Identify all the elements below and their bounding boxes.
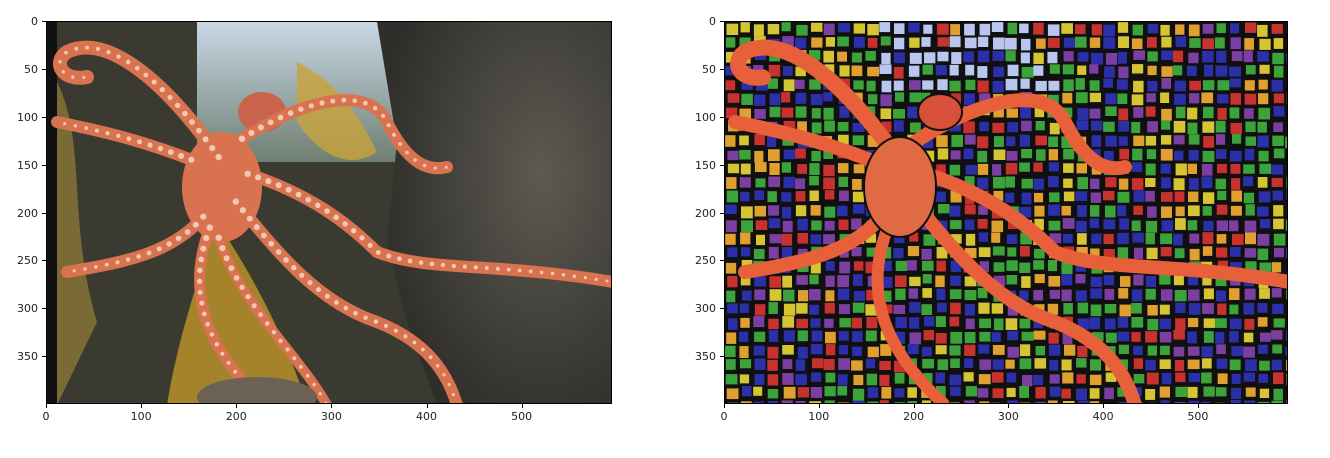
x-tick-mark xyxy=(236,404,238,408)
x-tick-mark xyxy=(724,404,725,408)
x-tick-mark xyxy=(521,404,523,408)
x-tick-mark xyxy=(818,404,820,408)
y-tick-label: 50 xyxy=(24,62,38,76)
x-tick-label: 400 xyxy=(416,410,437,423)
y-tick-label: 100 xyxy=(17,110,38,124)
x-tick-label: 100 xyxy=(130,410,152,423)
x-tick-mark xyxy=(1197,404,1199,408)
x-tick-mark xyxy=(46,404,47,408)
y-tick-mark xyxy=(42,356,46,358)
y-tick-mark xyxy=(42,212,46,214)
y-tick-label: 350 xyxy=(17,350,38,364)
x-tick-mark xyxy=(141,404,143,408)
y-tick-label: 150 xyxy=(17,158,38,172)
y-tick-label: 0 xyxy=(709,15,716,28)
x-tick-label: 0 xyxy=(720,410,728,423)
x-tick-label: 100 xyxy=(808,410,830,423)
y-tick-mark xyxy=(720,356,724,358)
x-tick-label: 0 xyxy=(42,410,50,423)
y-tick-mark xyxy=(42,260,46,262)
x-tick-label: 500 xyxy=(1187,410,1209,423)
y-tick-label: 300 xyxy=(17,302,38,316)
y-tick-label: 300 xyxy=(695,302,716,316)
x-tick-label: 500 xyxy=(511,410,533,423)
stylized-mosaic-axes xyxy=(724,21,1288,404)
x-tick-mark xyxy=(1103,404,1105,408)
y-tick-label: 100 xyxy=(695,110,716,124)
octopus-photo-icon xyxy=(47,22,611,403)
x-tick-mark xyxy=(913,404,915,408)
y-tick-mark xyxy=(720,212,724,214)
y-tick-mark xyxy=(42,308,46,310)
y-tick-label: 250 xyxy=(17,254,38,268)
x-tick-mark xyxy=(426,404,428,408)
y-tick-mark xyxy=(720,308,724,310)
y-tick-mark xyxy=(720,164,724,166)
y-tick-label: 0 xyxy=(31,15,38,28)
y-tick-label: 200 xyxy=(695,206,716,220)
y-tick-label: 50 xyxy=(702,62,716,76)
y-tick-mark xyxy=(720,260,724,262)
y-tick-label: 350 xyxy=(695,350,716,364)
y-tick-mark xyxy=(42,164,46,166)
y-tick-label: 150 xyxy=(695,158,716,172)
octopus-mosaic-icon xyxy=(725,22,1287,403)
x-tick-label: 300 xyxy=(320,410,342,423)
x-tick-label: 200 xyxy=(225,410,247,423)
y-tick-mark xyxy=(720,21,724,22)
y-tick-mark xyxy=(720,116,724,118)
y-tick-label: 250 xyxy=(695,254,716,268)
original-photo-axes xyxy=(46,21,612,404)
y-tick-mark xyxy=(42,21,46,22)
x-tick-mark xyxy=(1008,404,1010,408)
y-tick-label: 200 xyxy=(17,206,38,220)
x-tick-mark xyxy=(331,404,333,408)
x-tick-label: 400 xyxy=(1092,410,1114,423)
x-tick-label: 200 xyxy=(903,410,925,423)
x-tick-label: 300 xyxy=(997,410,1019,423)
y-tick-mark xyxy=(42,68,46,70)
y-tick-mark xyxy=(720,68,724,70)
y-tick-mark xyxy=(42,116,46,118)
